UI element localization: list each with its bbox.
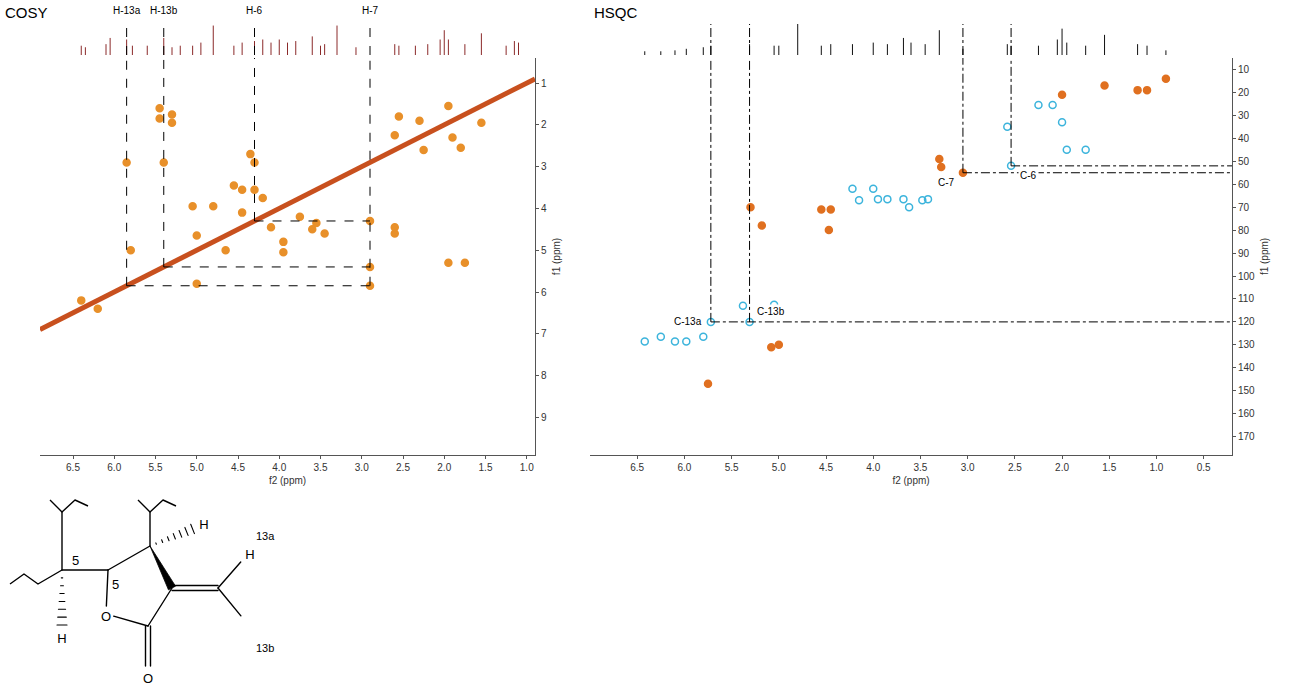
svg-text:4.5: 4.5 bbox=[819, 462, 833, 473]
svg-text:2: 2 bbox=[541, 119, 547, 130]
svg-text:f1 (ppm): f1 (ppm) bbox=[551, 238, 562, 275]
svg-text:H-13b: H-13b bbox=[150, 5, 178, 16]
svg-text:13b: 13b bbox=[256, 642, 274, 654]
svg-text:H-7: H-7 bbox=[362, 5, 379, 16]
svg-text:HSQC: HSQC bbox=[594, 4, 638, 21]
svg-text:7: 7 bbox=[541, 328, 547, 339]
svg-text:H: H bbox=[245, 547, 254, 562]
svg-text:C-13b: C-13b bbox=[757, 306, 785, 317]
svg-text:C-13a: C-13a bbox=[674, 316, 702, 327]
svg-text:O: O bbox=[143, 671, 153, 686]
svg-text:0.5: 0.5 bbox=[1197, 462, 1211, 473]
svg-text:80: 80 bbox=[1238, 225, 1250, 236]
svg-text:4.5: 4.5 bbox=[231, 462, 245, 473]
svg-text:4.0: 4.0 bbox=[866, 462, 880, 473]
svg-text:5.0: 5.0 bbox=[190, 462, 204, 473]
svg-text:50: 50 bbox=[1238, 156, 1250, 167]
svg-text:8: 8 bbox=[541, 370, 547, 381]
svg-text:O: O bbox=[101, 609, 111, 624]
svg-text:5.5: 5.5 bbox=[725, 462, 739, 473]
svg-text:120: 120 bbox=[1238, 316, 1255, 327]
svg-text:3: 3 bbox=[541, 161, 547, 172]
svg-text:6.5: 6.5 bbox=[66, 462, 80, 473]
svg-text:130: 130 bbox=[1238, 339, 1255, 350]
svg-text:5: 5 bbox=[112, 577, 119, 592]
svg-text:2.5: 2.5 bbox=[1008, 462, 1022, 473]
svg-text:150: 150 bbox=[1238, 385, 1255, 396]
svg-text:COSY: COSY bbox=[5, 4, 48, 21]
svg-text:9: 9 bbox=[541, 412, 547, 423]
svg-text:2.0: 2.0 bbox=[437, 462, 451, 473]
svg-text:90: 90 bbox=[1238, 248, 1250, 259]
svg-text:1.0: 1.0 bbox=[1150, 462, 1164, 473]
svg-text:3.5: 3.5 bbox=[314, 462, 328, 473]
svg-text:2.5: 2.5 bbox=[396, 462, 410, 473]
svg-text:170: 170 bbox=[1238, 431, 1255, 442]
svg-text:H-13a: H-13a bbox=[113, 5, 141, 16]
svg-text:4.0: 4.0 bbox=[272, 462, 286, 473]
svg-text:30: 30 bbox=[1238, 110, 1250, 121]
svg-text:1: 1 bbox=[541, 78, 547, 89]
svg-text:f1 (ppm): f1 (ppm) bbox=[1259, 238, 1270, 275]
svg-text:3.5: 3.5 bbox=[913, 462, 927, 473]
svg-text:100: 100 bbox=[1238, 271, 1255, 282]
svg-text:60: 60 bbox=[1238, 179, 1250, 190]
svg-text:6.5: 6.5 bbox=[630, 462, 644, 473]
svg-text:5.0: 5.0 bbox=[772, 462, 786, 473]
svg-text:5.5: 5.5 bbox=[149, 462, 163, 473]
svg-text:5: 5 bbox=[72, 553, 79, 568]
svg-text:2.0: 2.0 bbox=[1055, 462, 1069, 473]
svg-text:5: 5 bbox=[541, 245, 547, 256]
svg-text:H: H bbox=[57, 631, 66, 646]
svg-text:20: 20 bbox=[1238, 87, 1250, 98]
svg-text:6.0: 6.0 bbox=[677, 462, 691, 473]
svg-text:1.5: 1.5 bbox=[1102, 462, 1116, 473]
svg-text:6.0: 6.0 bbox=[107, 462, 121, 473]
svg-text:3.0: 3.0 bbox=[961, 462, 975, 473]
svg-text:160: 160 bbox=[1238, 408, 1255, 419]
svg-text:f2 (ppm): f2 (ppm) bbox=[892, 475, 929, 486]
svg-text:C-6: C-6 bbox=[1020, 170, 1037, 181]
svg-text:H: H bbox=[199, 517, 208, 532]
svg-text:1.5: 1.5 bbox=[479, 462, 493, 473]
svg-text:1.0: 1.0 bbox=[520, 462, 534, 473]
svg-text:140: 140 bbox=[1238, 362, 1255, 373]
svg-text:6: 6 bbox=[541, 287, 547, 298]
svg-text:13a: 13a bbox=[256, 530, 275, 542]
svg-text:f2 (ppm): f2 (ppm) bbox=[269, 475, 306, 486]
svg-text:3.0: 3.0 bbox=[355, 462, 369, 473]
svg-text:4: 4 bbox=[541, 203, 547, 214]
svg-text:40: 40 bbox=[1238, 133, 1250, 144]
svg-text:C-7: C-7 bbox=[938, 177, 955, 188]
svg-text:110: 110 bbox=[1238, 293, 1254, 304]
svg-text:H-6: H-6 bbox=[246, 5, 263, 16]
svg-text:70: 70 bbox=[1238, 202, 1250, 213]
svg-text:10: 10 bbox=[1238, 64, 1250, 75]
